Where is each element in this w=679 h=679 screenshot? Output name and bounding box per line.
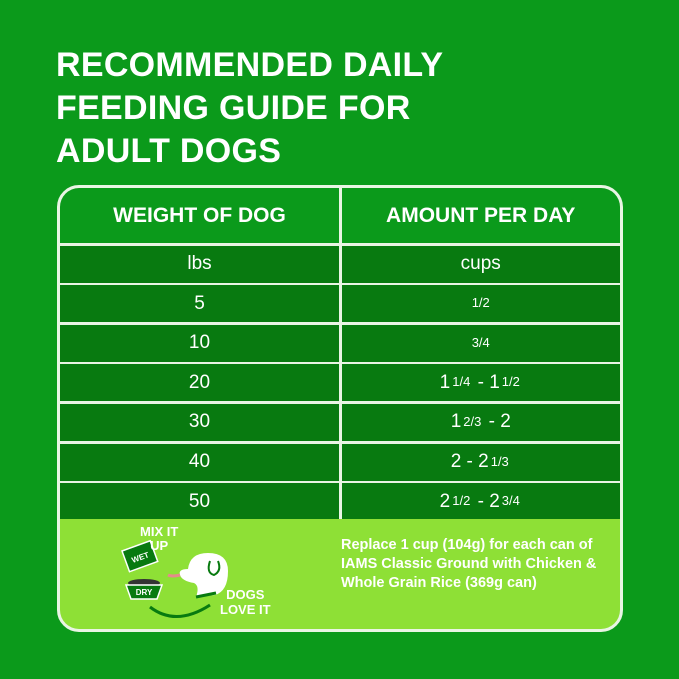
mix-promo-band: WET DRY MIX IT UP DOGS LOVE IT Replace 1… (60, 519, 620, 629)
weight-cell: 50 (60, 483, 339, 521)
fraction: 3/4 (471, 334, 490, 350)
love-line: LOVE IT (220, 602, 271, 617)
amount-text: 2 - 2 (450, 451, 489, 473)
weight-cell: 5 (60, 285, 339, 323)
page-title: RECOMMENDED DAILY FEEDING GUIDE FOR ADUL… (56, 44, 443, 173)
amount-cell: 1 1/4 - 1 1/2 (341, 364, 620, 402)
table-row: 20 1 1/4 - 1 1/2 (60, 364, 620, 402)
weight-cell: 20 (60, 364, 339, 402)
fraction: 1/2 (501, 374, 520, 390)
fraction: 2/3 (463, 413, 482, 429)
table-row: 10 3/4 (60, 324, 620, 362)
title-line: RECOMMENDED DAILY (56, 46, 444, 84)
title-line: FEEDING GUIDE FOR (56, 89, 411, 127)
units-row: lbs cups (60, 245, 620, 283)
fraction: 1/4 (452, 374, 471, 390)
wet-food-pouch-icon: WET (121, 539, 159, 573)
amount-cell: 2 - 2 1/3 (341, 443, 620, 481)
cycle-arrow-icon (149, 603, 211, 618)
table-header-row: WEIGHT OF DOG AMOUNT PER DAY (60, 188, 620, 243)
amount-cell: 3/4 (341, 324, 620, 362)
weight-cell: 30 (60, 403, 339, 441)
dry-label: DRY (136, 588, 153, 597)
fraction: 3/4 (501, 493, 520, 509)
amount-text: - 2 (472, 490, 500, 512)
mix-line: MIX IT (140, 524, 179, 539)
fraction: 1/2 (471, 295, 490, 311)
amount-cell: 1/2 (341, 285, 620, 323)
table-row: 40 2 - 2 1/3 (60, 443, 620, 481)
unit-amount: cups (341, 245, 620, 283)
amount-text: - 2 (483, 411, 511, 433)
table-row: 50 2 1/2 - 2 3/4 (60, 483, 620, 521)
dogs-love-it-label: DOGS LOVE IT (220, 587, 271, 617)
amount-text: 1 (450, 411, 462, 433)
mix-it-up-label: MIX IT UP (140, 525, 178, 553)
header-weight: WEIGHT OF DOG (60, 188, 339, 243)
unit-weight: lbs (60, 245, 339, 283)
dry-bowl-icon: DRY (124, 579, 164, 600)
header-amount: AMOUNT PER DAY (341, 188, 620, 243)
fraction: 1/2 (452, 493, 471, 509)
amount-cell: 1 2/3 - 2 (341, 403, 620, 441)
mix-line: UP (150, 538, 169, 553)
title-line: ADULT DOGS (56, 132, 282, 170)
amount-text: 1 (439, 371, 451, 393)
dog-bowl-illustration: WET DRY (121, 539, 228, 618)
amount-text: - 1 (472, 371, 500, 393)
dog-head-icon (167, 553, 228, 599)
weight-cell: 10 (60, 324, 339, 362)
weight-cell: 40 (60, 443, 339, 481)
table-row: 30 1 2/3 - 2 (60, 403, 620, 441)
amount-text: 2 (439, 490, 451, 512)
love-line: DOGS (226, 587, 265, 602)
table-row: 5 1/2 (60, 285, 620, 323)
replacement-note: Replace 1 cup (104g) for each can of IAM… (341, 537, 597, 591)
fraction: 1/3 (490, 453, 509, 469)
amount-cell: 2 1/2 - 2 3/4 (341, 483, 620, 521)
